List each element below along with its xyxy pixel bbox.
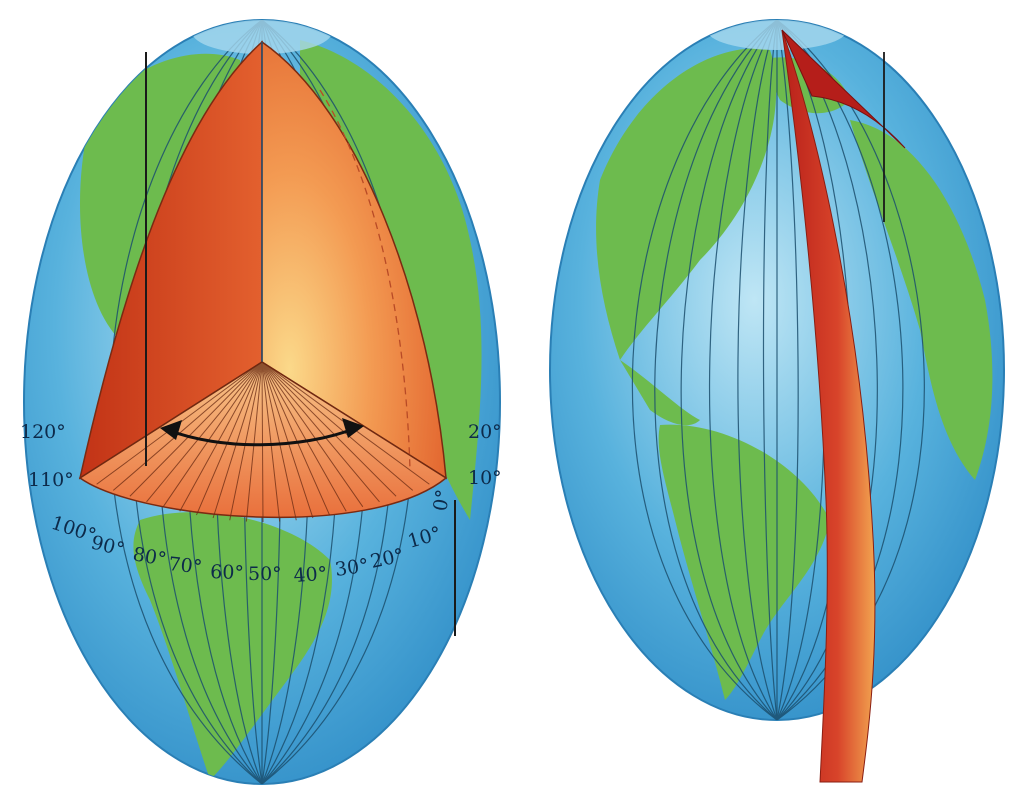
floor-ray	[261, 361, 314, 519]
floor-ray	[179, 361, 263, 512]
floor-ray	[212, 361, 263, 519]
label-bottom-7: 30°	[334, 554, 370, 580]
angle-arrowhead-right	[342, 418, 364, 438]
floor-ray	[261, 361, 397, 497]
label-bottom-4: 60°	[210, 561, 244, 584]
floor-ray	[261, 361, 281, 522]
label-upper-right-1: 10°	[468, 467, 502, 489]
right-europe-africa-land	[850, 120, 993, 480]
floor-ray	[261, 361, 364, 508]
floor-ray	[229, 361, 263, 521]
label-bottom-5: 50°	[248, 563, 282, 585]
label-upper-left-1: 110°	[28, 469, 74, 491]
red-strip	[781, 29, 876, 783]
wedge-cutout	[78, 40, 448, 523]
floor-ray	[261, 361, 264, 523]
south-america-land	[133, 512, 332, 780]
left-globe: 120° 110° 20° 10° 100° 90° 80° 70° 60° 5…	[20, 19, 502, 785]
wedge-dashed-meridian	[319, 89, 411, 471]
angle-arrowhead-left	[160, 420, 182, 440]
right-south-america-land	[658, 424, 830, 700]
floor-ray	[129, 361, 263, 497]
floor-ray	[261, 361, 347, 512]
floor-ray	[162, 361, 263, 508]
floor-ray	[261, 361, 414, 491]
label-bottom-10: 0°	[429, 488, 454, 513]
floor-ray	[261, 361, 297, 521]
label-upper-right-0: 20°	[468, 421, 502, 443]
label-upper-left-0: 120°	[20, 421, 66, 443]
red-top-flap	[781, 29, 906, 149]
right-greenland-land	[760, 57, 850, 114]
floor-ray	[112, 361, 263, 491]
wedge-right-face	[261, 40, 447, 480]
floor-ray	[261, 361, 380, 503]
floor-ray	[195, 361, 263, 516]
right-central-america-land	[620, 360, 700, 426]
right-globe	[549, 19, 1005, 783]
floor-radial-lines	[79, 361, 447, 523]
floor-ray	[146, 361, 263, 503]
floor-ray	[261, 361, 447, 479]
label-bottom-6: 40°	[293, 563, 328, 587]
floor-ray	[79, 361, 263, 479]
floor-ray	[261, 361, 331, 516]
right-north-pole-cap	[707, 20, 847, 50]
label-bottom-3: 70°	[167, 553, 203, 578]
floor-ray	[245, 361, 263, 522]
wedge-equatorial-floor	[78, 361, 448, 519]
angle-arrow	[167, 426, 357, 447]
